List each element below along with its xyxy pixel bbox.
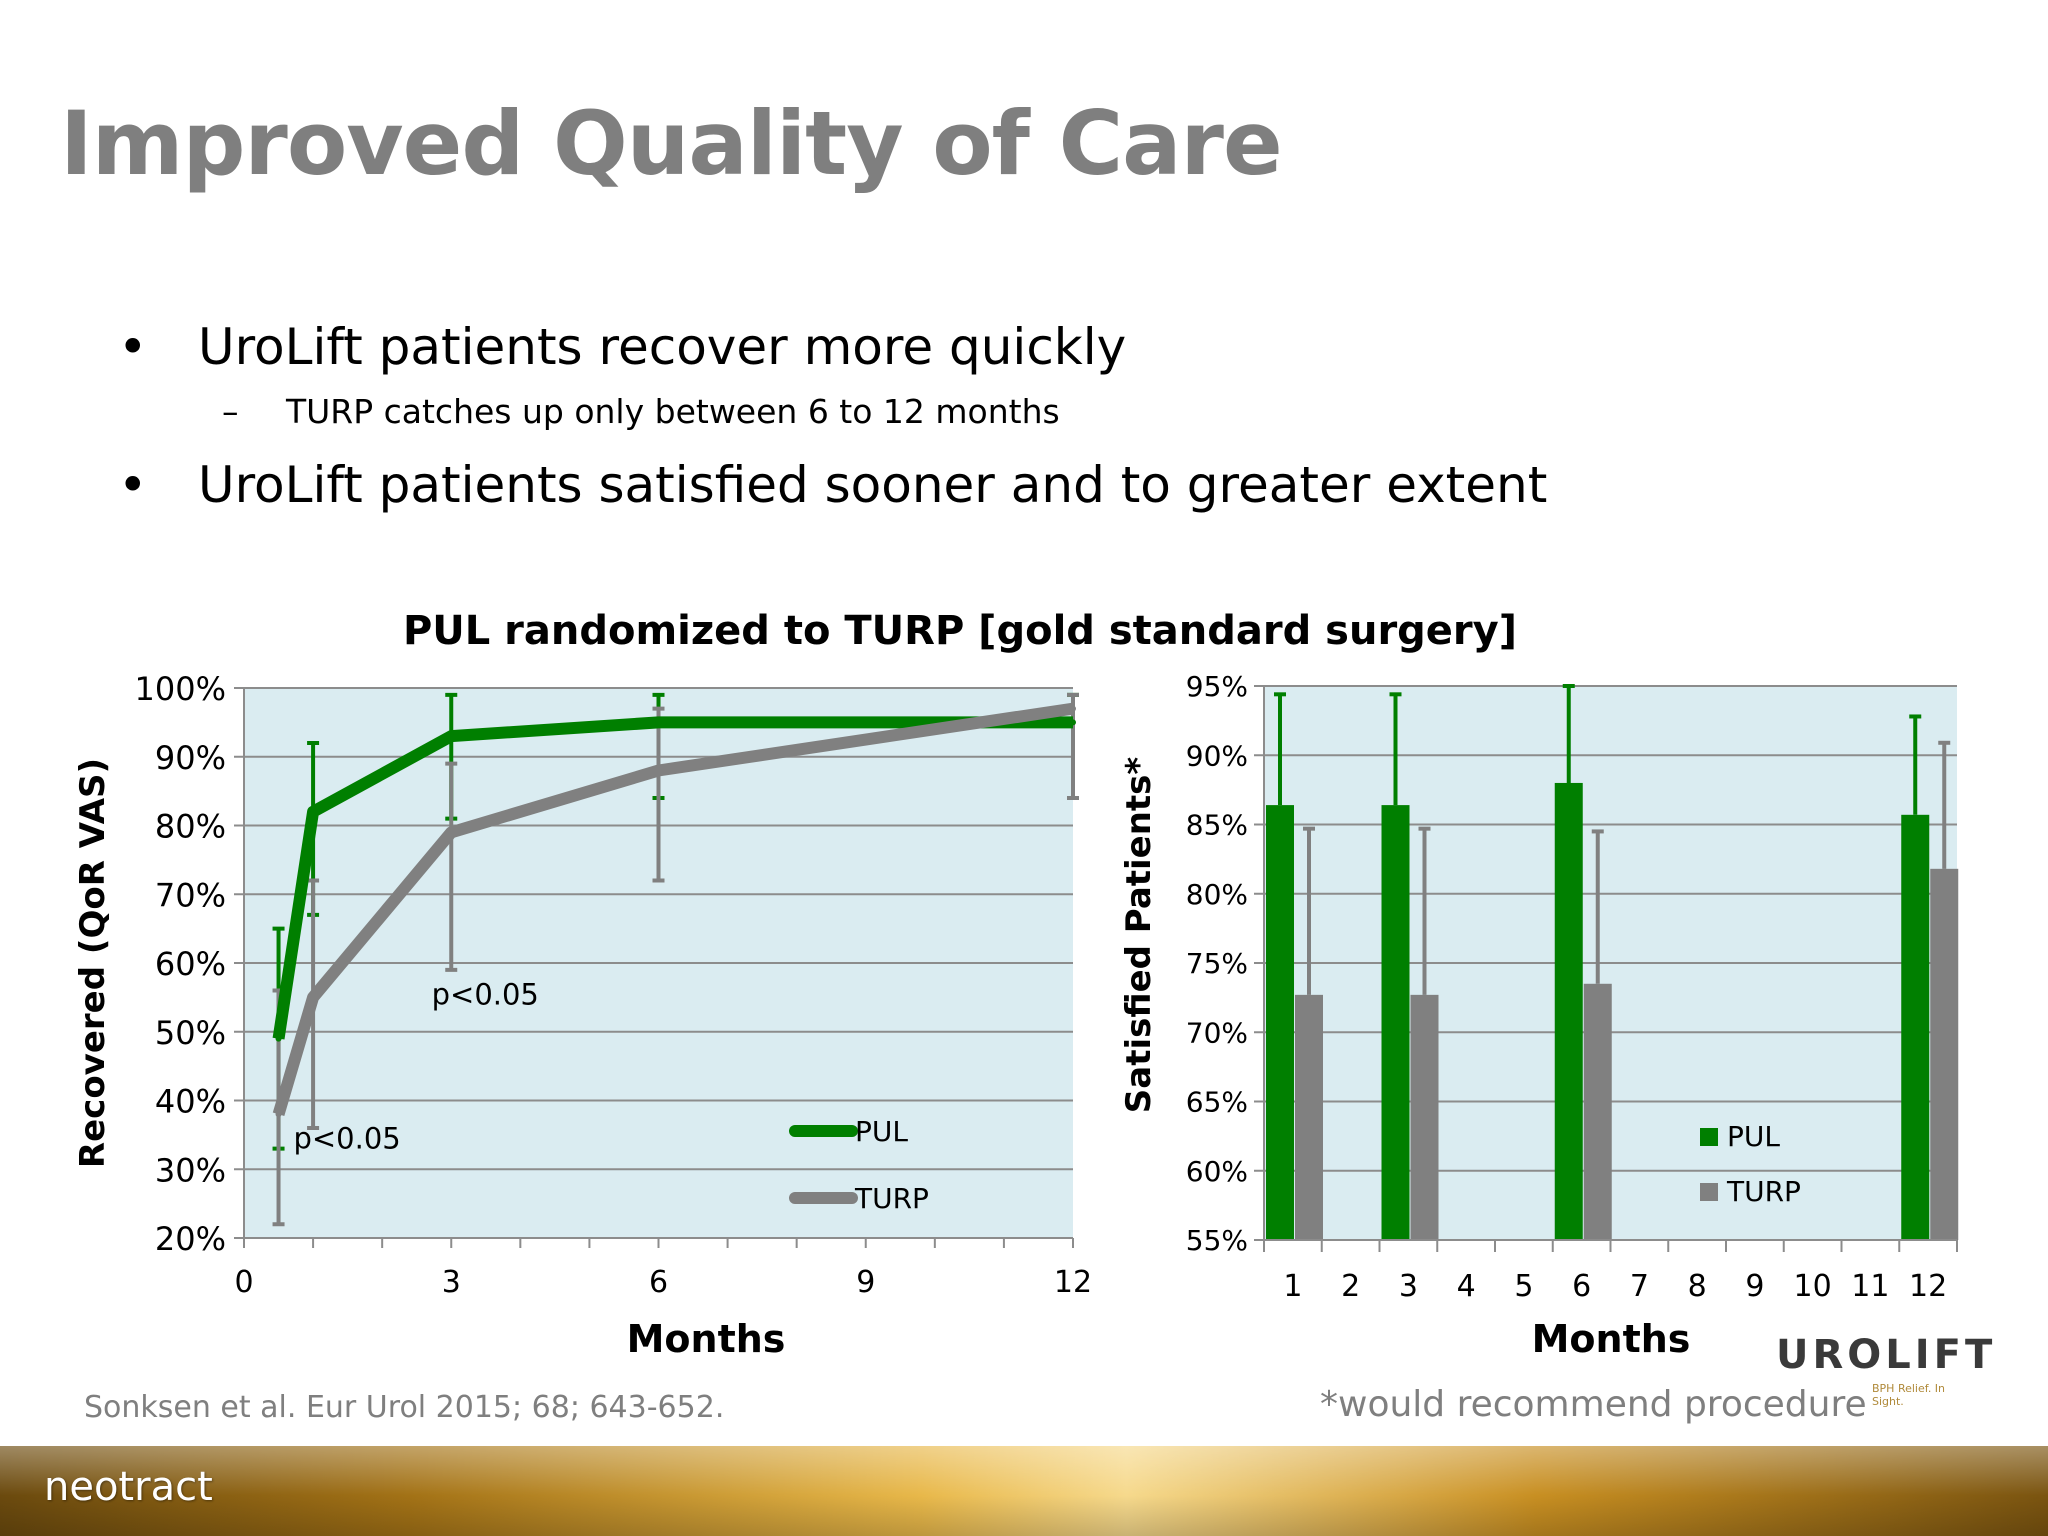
data-point (448, 829, 455, 836)
bar-turp (1583, 983, 1612, 1240)
y-tick-label: 80% (155, 808, 226, 846)
urolift-wordmark: UROLIFT (1776, 1332, 1997, 1378)
data-point (655, 767, 662, 774)
x-tick-label: 6 (1572, 1269, 1591, 1304)
x-tick-label: 8 (1688, 1269, 1707, 1304)
citation: Sonksen et al. Eur Urol 2015; 68; 643-65… (84, 1390, 725, 1425)
x-tick-label: 9 (856, 1265, 875, 1300)
satisfaction-bar-chart: 55%60%65%70%75%80%85%90%95%1 2 3 4 5 6 7 8 9 10 11… (1119, 670, 1959, 1361)
y-tick-label: 50% (155, 1014, 226, 1052)
data-point (1070, 719, 1076, 726)
sub-bullet-text: TURP catches up only between 6 to 12 mon… (286, 392, 1060, 431)
bar-turp (1930, 868, 1959, 1240)
dash-glyph: – (222, 392, 239, 431)
x-tick-label: 10 (1794, 1269, 1832, 1304)
data-point (1070, 705, 1076, 712)
footer-sheen (0, 1446, 2048, 1536)
y-tick-label: 95% (1186, 670, 1248, 703)
legend-label: TURP (854, 1182, 929, 1215)
y-tick-label: 65% (1186, 1086, 1248, 1119)
bullet-text: UroLift patients satisfied sooner and to… (198, 456, 1548, 514)
legend-swatch-turp (1700, 1183, 1718, 1201)
x-tick-label: 12 (1909, 1269, 1947, 1304)
y-tick-label: 70% (1186, 1016, 1248, 1049)
y-tick-label: 90% (1186, 739, 1248, 772)
p-value-annotation: p<0.05 (432, 977, 539, 1011)
footnote: *would recommend procedure (1320, 1384, 1867, 1425)
y-tick-label: 60% (155, 945, 226, 983)
x-axis-title: Months (627, 1317, 786, 1361)
legend-label: PUL (1727, 1120, 1780, 1153)
data-point (655, 719, 662, 726)
y-tick-label: 90% (155, 739, 226, 777)
bullet-glyph: • (118, 318, 148, 376)
charts-figure: PUL randomized to TURP [gold standard su… (73, 608, 1959, 1361)
y-tick-label: 70% (155, 876, 226, 914)
y-axis-title: Satisfied Patients* (1119, 757, 1159, 1114)
chart-title: PUL randomized to TURP [gold standard su… (403, 608, 1517, 654)
urolift-tagline: BPH Relief. In Sight. (1872, 1382, 1946, 1408)
footer-bar: neotract (0, 1446, 2048, 1536)
x-tick-label: 3 (442, 1265, 461, 1300)
x-tick-label: 3 (1399, 1269, 1418, 1304)
bullet-text: UroLift patients recover more quickly (198, 318, 1127, 376)
y-tick-label: 40% (155, 1083, 226, 1121)
bar-pul (1266, 805, 1294, 1240)
x-tick-label: 4 (1457, 1269, 1476, 1304)
bar-turp (1410, 994, 1439, 1240)
x-tick-label: 9 (1745, 1269, 1764, 1304)
bullet-glyph: • (118, 456, 148, 514)
urolift-logo: UROLIFT BPH Relief. In Sight. (1772, 1332, 1992, 1408)
legend-label: TURP (1726, 1175, 1801, 1208)
data-point (448, 733, 455, 740)
legend-label: PUL (855, 1115, 908, 1148)
x-tick-label: 5 (1514, 1269, 1533, 1304)
p-value-annotation: p<0.05 (293, 1122, 400, 1156)
x-tick-label: 1 (1283, 1269, 1302, 1304)
x-tick-label: 12 (1054, 1265, 1092, 1300)
x-tick-label: 11 (1851, 1269, 1889, 1304)
bar-turp (1295, 994, 1323, 1240)
slide-title: Improved Quality of Care (60, 92, 1283, 195)
y-tick-label: 85% (1186, 809, 1248, 842)
data-point (275, 1035, 282, 1042)
y-tick-label: 100% (135, 670, 226, 708)
bar-pul (1381, 805, 1410, 1240)
y-axis-title: Recovered (QoR VAS) (73, 758, 113, 1168)
y-tick-label: 30% (155, 1151, 226, 1189)
bar-pul (1901, 814, 1930, 1240)
legend-swatch-pul (1700, 1128, 1718, 1146)
y-tick-label: 80% (1186, 878, 1248, 911)
x-tick-label: 0 (234, 1265, 253, 1300)
data-point (275, 1111, 282, 1118)
y-tick-label: 20% (155, 1220, 226, 1258)
x-axis-title: Months (1532, 1317, 1691, 1361)
recovery-line-chart: 20% 30% 40% 50% 60% 70% 80% 90% 100% 0 3 6 9 12 p<0.05… (73, 670, 1092, 1361)
x-tick-label: 6 (649, 1265, 668, 1300)
y-tick-label: 60% (1186, 1155, 1248, 1188)
x-tick-label: 2 (1341, 1269, 1360, 1304)
y-tick-label: 75% (1186, 947, 1248, 980)
bar-pul (1554, 782, 1583, 1240)
x-tick-label: 7 (1630, 1269, 1649, 1304)
data-point (310, 808, 317, 815)
y-tick-label: 55% (1186, 1224, 1248, 1257)
neotract-logo: neotract (44, 1464, 213, 1510)
data-point (310, 994, 317, 1001)
